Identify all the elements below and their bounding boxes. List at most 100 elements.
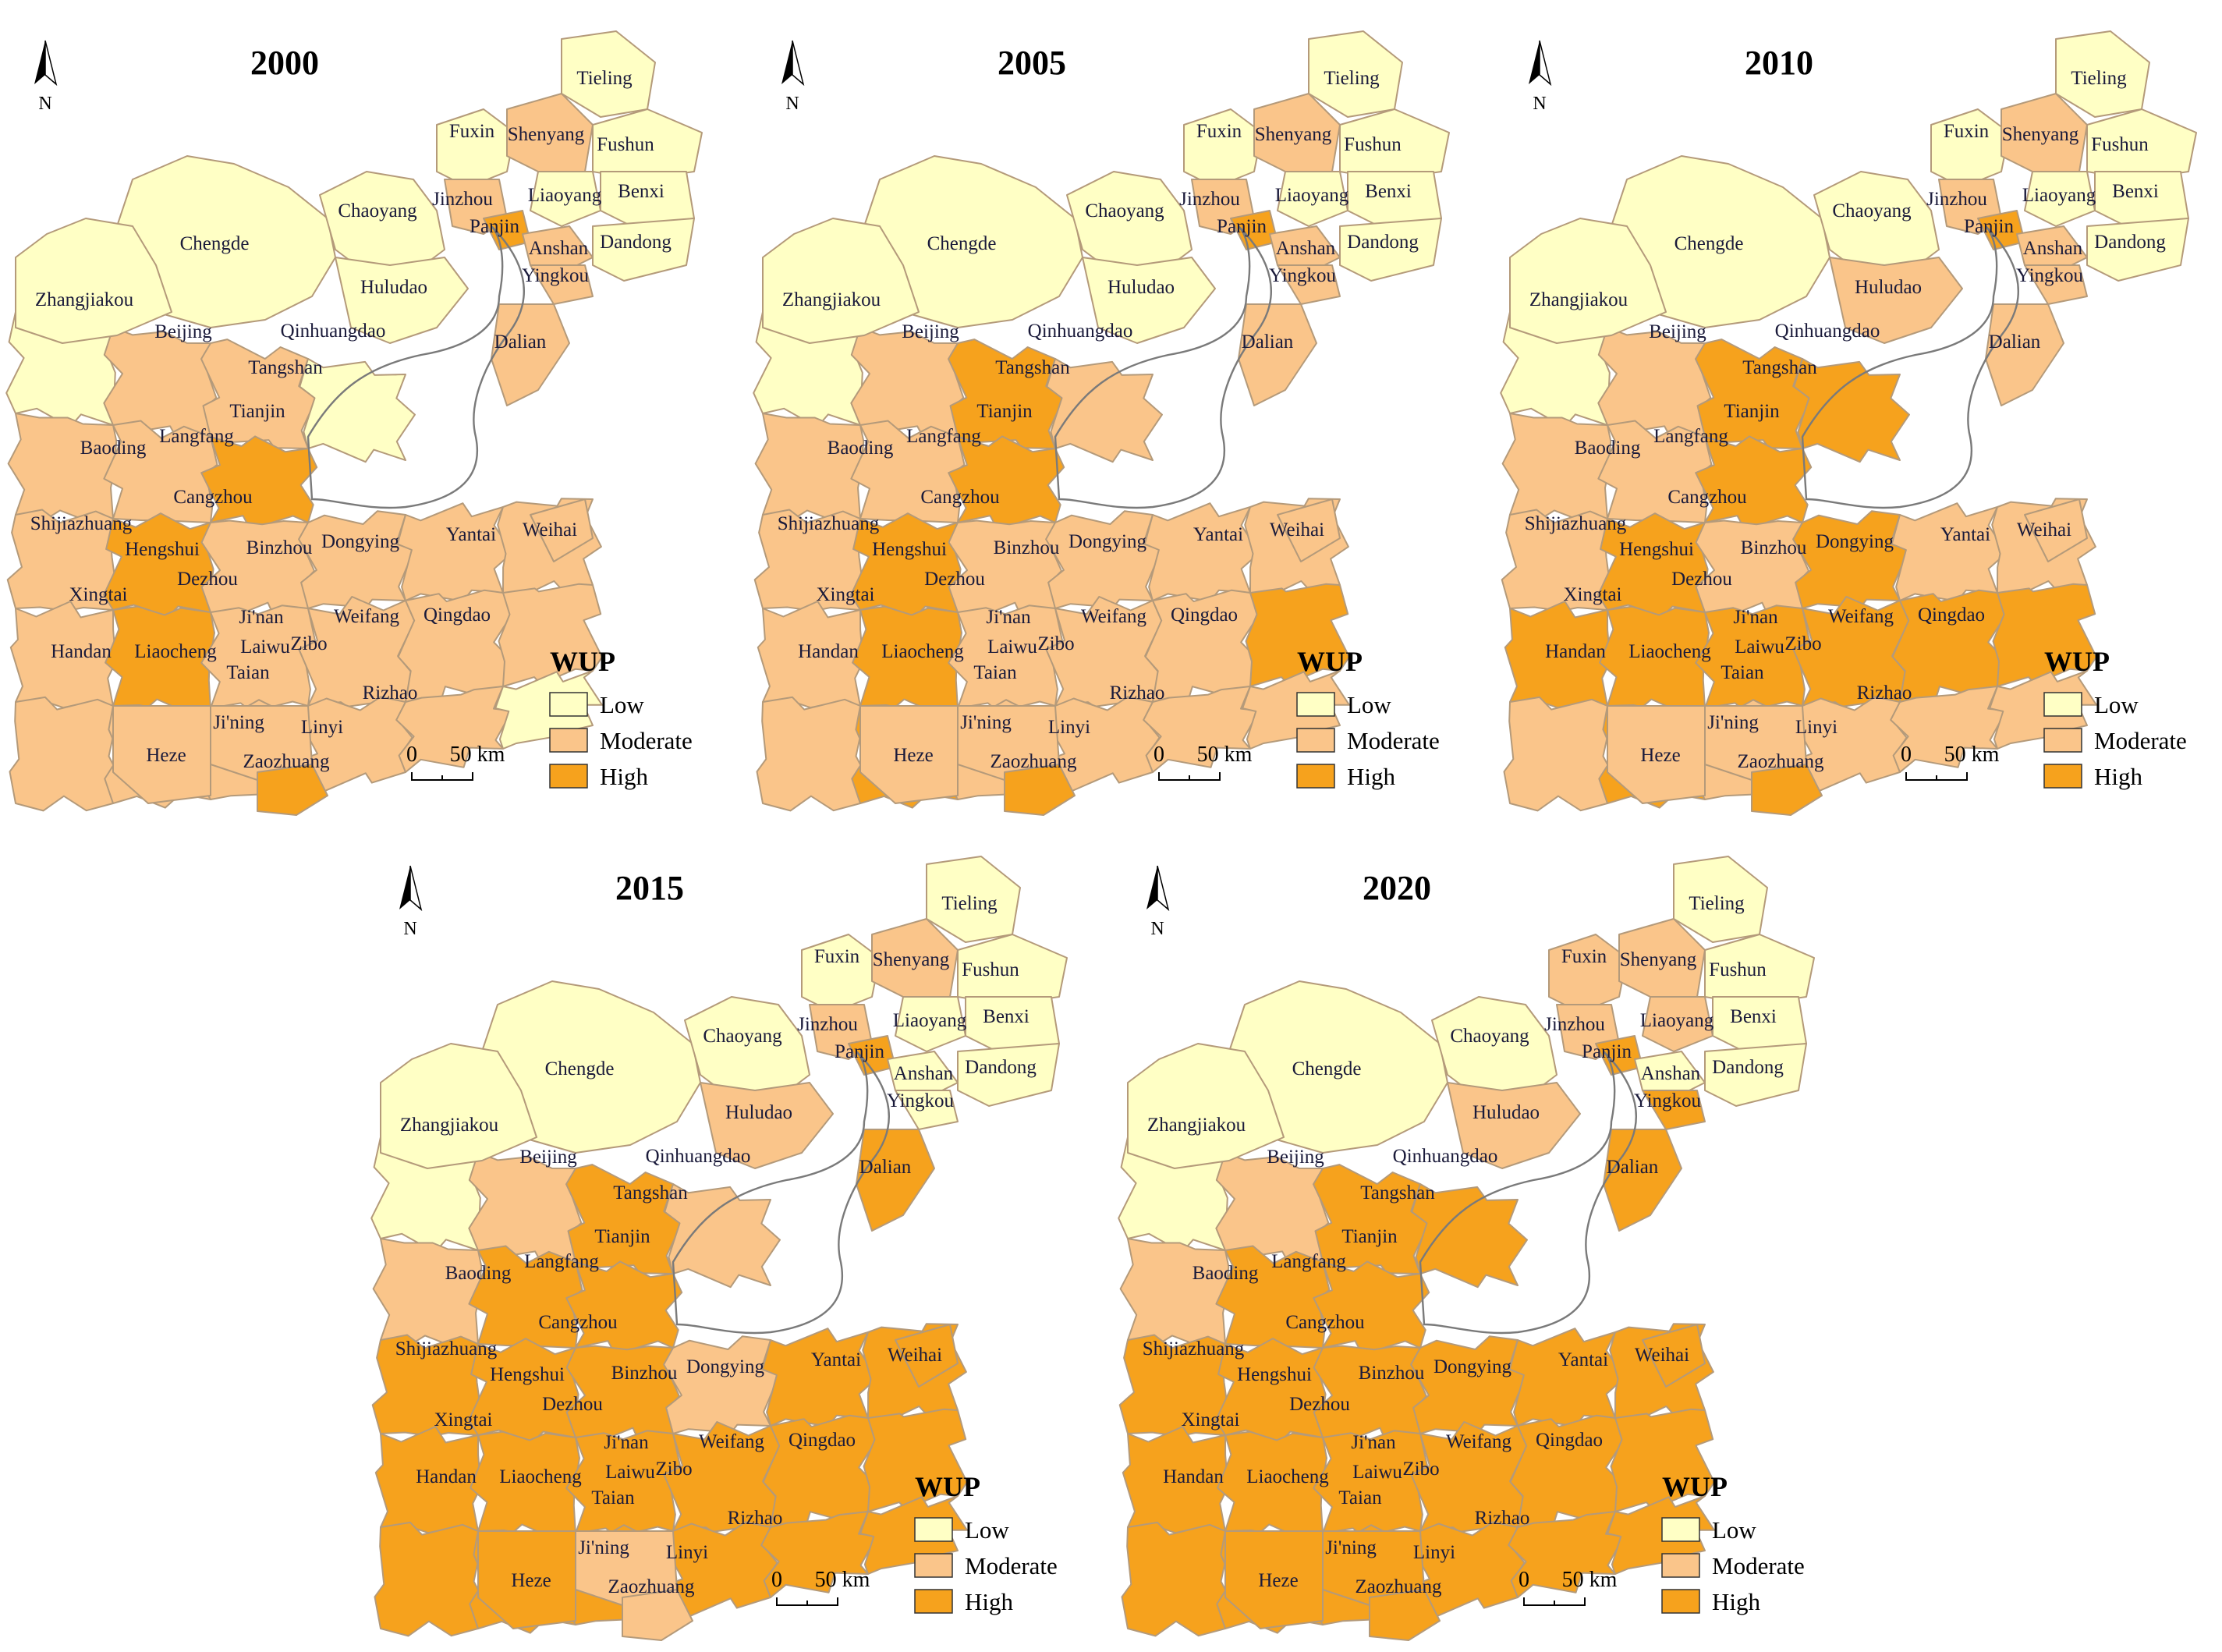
region-beijing bbox=[850, 327, 965, 440]
city-label: Langfang bbox=[1653, 426, 1728, 447]
region-huludao bbox=[1829, 257, 1963, 344]
city-label: Anshan bbox=[894, 1063, 954, 1084]
city-label: Ji'ning bbox=[213, 712, 264, 733]
city-label: Beijing bbox=[902, 321, 959, 342]
city-label: Cangzhou bbox=[1667, 487, 1747, 508]
region-zaozhuang bbox=[622, 1589, 693, 1641]
region-heze bbox=[112, 705, 211, 804]
bohai-sea bbox=[672, 1051, 890, 1335]
city-label: Binzhou bbox=[994, 537, 1060, 558]
north-label: N bbox=[403, 919, 416, 939]
city-label: Linyi bbox=[666, 1542, 708, 1563]
region-fuxin bbox=[1183, 108, 1263, 188]
map-2000: 2000 N Tieling Fuxin Shenyang Fushun Chaoyang J… bbox=[5, 30, 703, 816]
city-label: Taian bbox=[1338, 1487, 1382, 1508]
city-label: Huludao bbox=[1107, 277, 1175, 298]
city-label: Zibo bbox=[655, 1459, 692, 1480]
city-label: Laiwu bbox=[605, 1462, 655, 1483]
city-label: Xingtai bbox=[69, 584, 128, 605]
scale-end-label: 50 km bbox=[1944, 743, 2000, 767]
region-zaozhuang bbox=[1004, 764, 1076, 816]
legend-label-low: Low bbox=[1712, 1516, 1756, 1544]
bohai-sea bbox=[1801, 225, 2019, 509]
legend-label-moderate: Moderate bbox=[2094, 727, 2187, 754]
city-label: Baoding bbox=[445, 1263, 512, 1284]
region-yingkou bbox=[530, 264, 594, 305]
city-label: Shenyang bbox=[1255, 124, 1332, 145]
city-label: Dongying bbox=[1816, 531, 1894, 552]
legend: WUP Low Moderate High bbox=[549, 646, 693, 790]
city-label: Qinhuangdao bbox=[1393, 1146, 1498, 1167]
city-label: Dalian bbox=[1989, 331, 2041, 353]
scale-start-label: 0 bbox=[1154, 743, 1164, 767]
legend-label-moderate: Moderate bbox=[965, 1552, 1058, 1579]
map-2010: 2010 N Tieling Fuxin Shenyang Fushun Chaoyang J… bbox=[1500, 30, 2197, 816]
city-label: Tieling bbox=[941, 893, 998, 914]
city-label: Shijiazhuang bbox=[778, 513, 880, 534]
city-label: Qingdao bbox=[1171, 604, 1238, 626]
city-label: Fushun bbox=[1709, 959, 1767, 980]
region-zhangjiakou bbox=[15, 218, 172, 344]
city-label: Weifang bbox=[1828, 606, 1894, 627]
city-label: Rizhao bbox=[363, 682, 418, 704]
city-label: Ji'nan bbox=[239, 607, 284, 628]
city-label: Baoding bbox=[1193, 1263, 1259, 1284]
city-label: Liaocheng bbox=[1246, 1466, 1329, 1487]
map-year-title: 2010 bbox=[1745, 44, 1813, 82]
region-qinhuangdao bbox=[1793, 358, 1910, 463]
map-panel-2005: 2005 N Tieling Fuxin Shenyang Fushun Chaoyang J… bbox=[747, 0, 1496, 819]
city-label: Zaozhuang bbox=[1737, 751, 1824, 772]
city-label: Ji'ning bbox=[1325, 1537, 1377, 1558]
city-label: Zaozhuang bbox=[243, 751, 330, 772]
region-yingkou bbox=[1642, 1090, 1706, 1130]
region-weihai bbox=[895, 1324, 959, 1388]
legend-label-low: Low bbox=[600, 691, 644, 718]
city-label: Rizhao bbox=[1857, 682, 1912, 704]
region-dongying bbox=[1508, 1328, 1625, 1427]
city-label: Tangshan bbox=[995, 357, 1070, 378]
city-label: Zibo bbox=[1402, 1459, 1439, 1480]
city-label: Xingtai bbox=[1182, 1409, 1240, 1430]
city-label: Laiwu bbox=[987, 636, 1037, 658]
map-panel-2020: 2020 N Tieling Fuxin Shenyang Fushun Chaoyang J… bbox=[1112, 825, 1861, 1644]
city-label: Binzhou bbox=[611, 1363, 678, 1384]
region-dandong bbox=[1704, 1043, 1807, 1107]
legend-swatch-high bbox=[1661, 1589, 1700, 1614]
city-label: Ji'nan bbox=[986, 607, 1031, 628]
city-label: Laiwu bbox=[1735, 636, 1784, 658]
city-label: Rizhao bbox=[1110, 682, 1165, 704]
regions bbox=[1118, 856, 1815, 1641]
regions bbox=[1500, 30, 2197, 816]
city-label: Chengde bbox=[180, 233, 250, 254]
region-zhangjiakou bbox=[1127, 1043, 1285, 1169]
city-label: Taian bbox=[1721, 662, 1764, 683]
scale-bar: 0 50 km bbox=[771, 1568, 870, 1606]
legend-swatch-high bbox=[914, 1589, 953, 1614]
city-label: Benxi bbox=[1730, 1006, 1777, 1027]
legend-swatch-moderate bbox=[914, 1553, 953, 1578]
region-liaoyang bbox=[2024, 171, 2096, 227]
city-label: Yantai bbox=[1940, 524, 1990, 545]
city-label: Zaozhuang bbox=[608, 1576, 695, 1597]
region-liaoyang bbox=[1642, 996, 1713, 1052]
city-label: Fushun bbox=[962, 959, 1019, 980]
city-label: Beijing bbox=[1267, 1147, 1324, 1168]
city-label: Shenyang bbox=[1620, 949, 1697, 970]
city-label: Binzhou bbox=[1359, 1363, 1425, 1384]
legend-label-moderate: Moderate bbox=[1712, 1552, 1805, 1579]
legend-label-low: Low bbox=[965, 1516, 1009, 1544]
city-label: Rizhao bbox=[1475, 1508, 1530, 1529]
legend-swatch-high bbox=[1296, 764, 1335, 789]
city-label: Cangzhou bbox=[920, 487, 1000, 508]
legend-title: WUP bbox=[1297, 646, 1363, 677]
legend-swatch-moderate bbox=[549, 728, 588, 753]
scale-bar: 0 50 km bbox=[1154, 743, 1253, 781]
city-label: Tieling bbox=[576, 68, 633, 89]
city-label: Huludao bbox=[1472, 1102, 1540, 1123]
legend-swatch-high bbox=[549, 764, 588, 789]
region-heze bbox=[1224, 1530, 1324, 1629]
city-label: Dongying bbox=[686, 1356, 765, 1377]
region-qinhuangdao bbox=[1411, 1183, 1528, 1289]
legend-swatch-low bbox=[2043, 692, 2082, 717]
legend: WUP Low Moderate High bbox=[914, 1471, 1058, 1615]
